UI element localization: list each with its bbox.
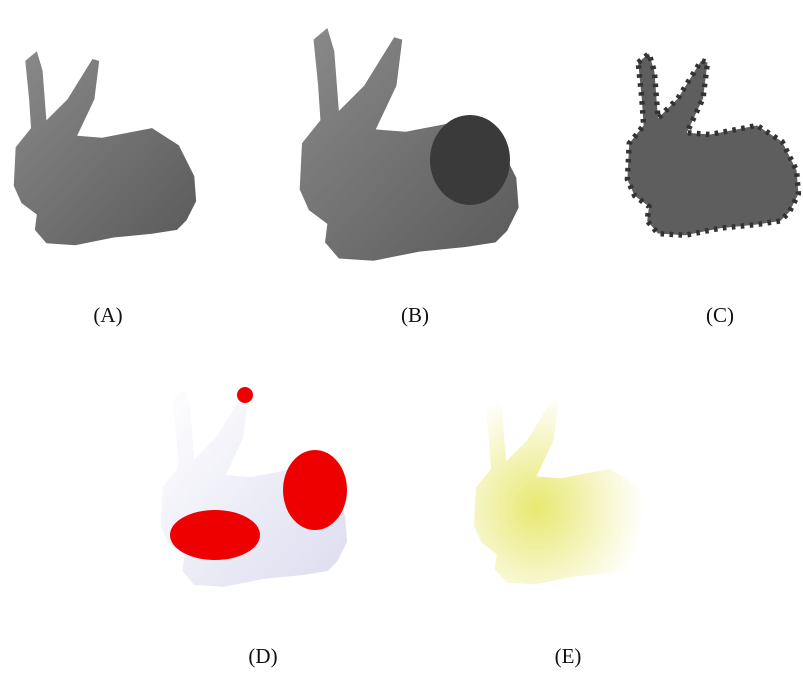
figure: (A) (B) (C) (D) (E) — [0, 0, 803, 676]
panel-d-image — [161, 387, 347, 587]
panel-c-image — [627, 54, 798, 236]
panel-label: (E) — [555, 644, 582, 668]
panel-label: (D) — [248, 644, 277, 668]
panel-e-image — [474, 393, 654, 584]
panel-label: (C) — [706, 303, 734, 327]
panel-a-image — [14, 51, 196, 245]
panel-label: (A) — [93, 303, 122, 327]
panel-label: (B) — [401, 303, 429, 327]
panel-b-image — [300, 28, 519, 261]
